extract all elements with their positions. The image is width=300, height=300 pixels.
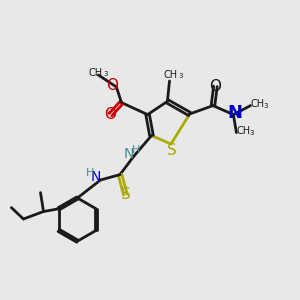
Text: 3: 3: [178, 74, 182, 80]
Text: 3: 3: [250, 130, 254, 136]
Text: O: O: [104, 107, 116, 122]
Text: CH: CH: [250, 99, 265, 110]
Text: CH: CH: [89, 68, 103, 78]
Text: N: N: [91, 170, 101, 184]
Text: S: S: [121, 187, 130, 202]
Text: S: S: [167, 143, 177, 158]
Text: CH: CH: [164, 70, 178, 80]
Text: H: H: [132, 145, 141, 155]
Text: H: H: [86, 168, 94, 178]
Text: 3: 3: [103, 71, 108, 77]
Text: O: O: [106, 78, 118, 93]
Text: CH: CH: [236, 126, 251, 136]
Text: N: N: [124, 147, 134, 161]
Text: O: O: [209, 79, 221, 94]
Text: 3: 3: [264, 103, 268, 109]
Text: N: N: [228, 104, 243, 122]
